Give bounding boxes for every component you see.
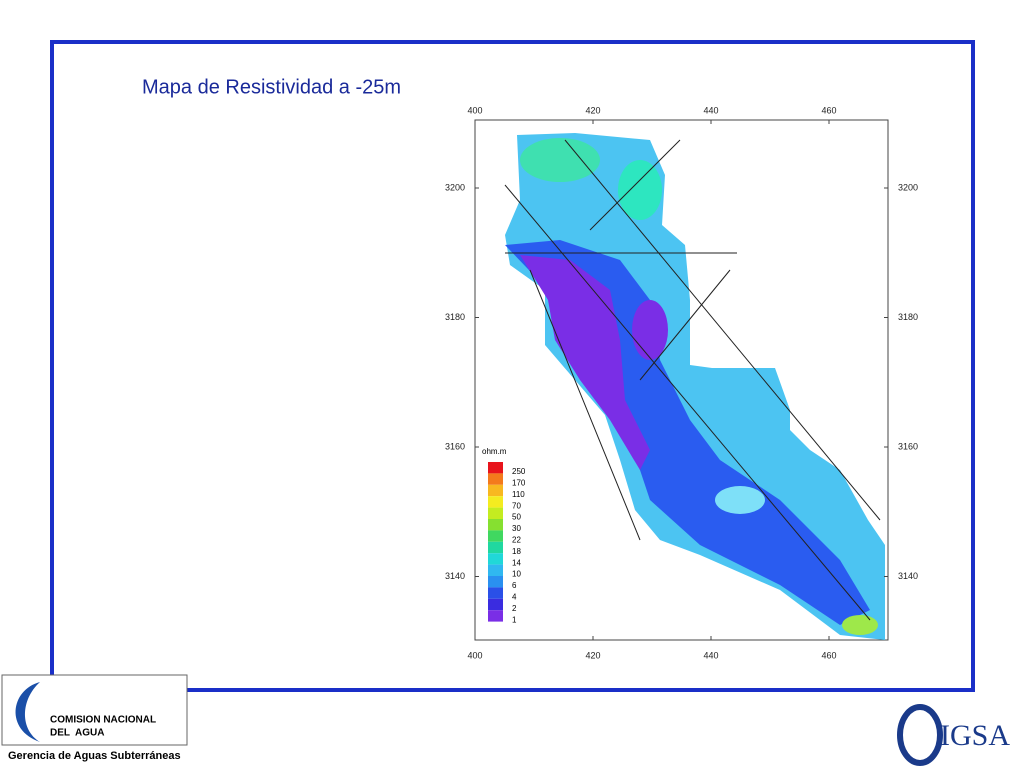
legend-swatch [488,473,503,485]
y-tick-label: 3180 [898,312,918,322]
legend-swatch [488,496,503,508]
legend-swatch [488,553,503,565]
legend-label: 250 [512,467,526,476]
profile-line [589,139,681,231]
x-tick-label: 420 [585,105,600,115]
legend-label: 50 [512,513,521,522]
slide-title: Mapa de Resistividad a -25m [142,76,401,98]
legend-swatch [488,519,503,531]
legend-label: 70 [512,501,521,510]
legend-label: 2 [512,604,517,613]
logo-right: IGSA [897,704,1010,766]
x-tick-label: 420 [585,650,600,660]
logo-wave [15,682,40,742]
legend-label: 14 [512,558,521,567]
legend-swatch [488,564,503,576]
legend-label: 170 [512,479,526,488]
x-tick-label: 460 [821,105,836,115]
x-tick-label: 440 [703,650,718,660]
zone-lowest [632,300,668,360]
map [474,119,889,641]
legend-swatch [488,576,503,588]
legend-label: 22 [512,536,521,545]
legend-swatch [488,462,503,474]
profile-line [504,184,871,621]
org-name: COMISION NACIONAL [50,715,156,726]
x-tick-label: 440 [703,105,718,115]
legend-label: 110 [512,490,525,499]
logo-text: IGSA [940,719,1010,752]
legend-label: 1 [512,615,517,624]
legend-swatch [488,507,503,519]
y-tick-label: 3140 [898,571,918,581]
legend-label: 6 [512,581,517,590]
y-tick-label: 3140 [445,571,465,581]
legend-label: 18 [512,547,521,556]
logo-left: COMISION NACIONAL DEL AGUA Gerencia de A… [1,674,188,762]
x-tick-label: 460 [821,650,836,660]
org-name: DEL AGUA [50,728,104,739]
legend-label: 30 [512,524,521,533]
y-tick-label: 3160 [898,441,918,451]
legend-unit: ohm.m [482,447,507,456]
logo-c [897,704,943,766]
profile-line [529,269,641,541]
profile-line [564,139,881,521]
zone-high [842,615,878,635]
y-tick-label: 3160 [445,441,465,451]
legend-swatch [488,587,503,599]
zone-light [715,486,765,514]
y-tick-label: 3180 [445,312,465,322]
legend-swatch [488,598,503,611]
legend-swatch [488,541,503,554]
x-tick-label: 400 [467,650,482,660]
slide-frame [50,40,975,692]
profile-line [639,269,731,381]
legend-swatch [488,530,503,542]
legend-swatch [488,484,503,497]
legend-label: 10 [512,570,521,579]
legend-swatch [488,610,503,622]
legend-label: 4 [512,593,517,602]
zone-green [520,138,600,182]
x-tick-label: 400 [467,105,482,115]
zone-lowest [520,255,650,470]
zone-green [618,160,662,220]
y-tick-label: 3200 [445,182,465,192]
y-tick-label: 3200 [898,182,918,192]
department: Gerencia de Aguas Subterráneas [8,750,181,762]
